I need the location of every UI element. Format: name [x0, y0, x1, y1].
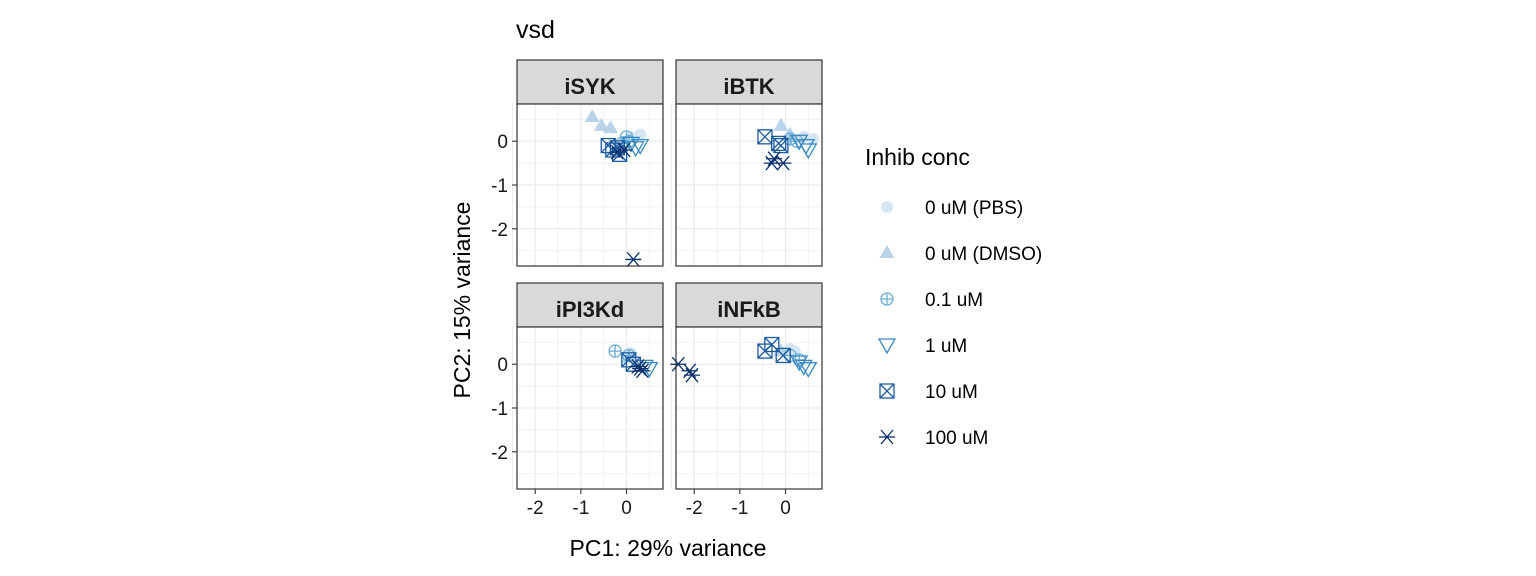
legend-item: 1 uM [877, 336, 967, 357]
legend-key [879, 383, 895, 399]
legend-label: 1 uM [925, 336, 967, 357]
data-point [603, 120, 619, 134]
points-ipi3kd [608, 344, 659, 379]
data-point [757, 343, 773, 359]
legend-title: Inhib conc [865, 144, 970, 170]
data-point [593, 117, 609, 131]
legend-label: 0 uM (PBS) [925, 198, 1023, 219]
strip-ibtk [675, 59, 823, 105]
data-point [584, 109, 600, 123]
legend-key [879, 429, 895, 445]
strip-ipi3kd [516, 282, 664, 328]
strip-label-infkb: iNFkB [717, 297, 781, 322]
chart-title: vsd [516, 16, 555, 44]
facet-panels: iSYK 0 -1 -2 iBTK iPI3Kd 0 -1 -2 -2 -1 0 iNFkB -2 -1 0 [491, 59, 823, 519]
panel-border-ibtk [675, 103, 823, 267]
legend-label: 0 uM (DMSO) [925, 244, 1042, 265]
data-point [621, 136, 641, 153]
legend-key [879, 245, 895, 258]
data-point [773, 137, 789, 154]
strip-infkb [675, 282, 823, 328]
panel-isyk: iSYK 0 -1 -2 [491, 59, 664, 267]
legend-item: 0 uM (DMSO) [879, 244, 1042, 265]
strip-label-ibtk: iBTK [723, 74, 774, 99]
data-point [616, 142, 633, 158]
legend-key [877, 338, 897, 355]
y-tick-label: 0 [497, 355, 508, 376]
data-point [640, 361, 659, 378]
legend-label: 0.1 uM [925, 290, 983, 311]
x-axis-title: PC1: 29% variance [570, 535, 767, 561]
points-ibtk [757, 117, 819, 171]
grid-infkb [671, 327, 822, 489]
strip-label-isyk: iSYK [564, 74, 615, 99]
y-tick-label: -2 [491, 220, 508, 241]
data-point [799, 361, 818, 378]
strip-label-ipi3kd: iPI3Kd [556, 297, 624, 322]
legend-item: 10 uM [879, 382, 978, 403]
data-point [799, 143, 818, 160]
data-point [608, 344, 622, 358]
legend-key [880, 292, 894, 306]
data-point [790, 134, 809, 151]
x-tick-label: -1 [731, 498, 748, 519]
data-point [626, 141, 645, 158]
data-point [775, 347, 791, 364]
data-point [683, 367, 700, 383]
panel-ipi3kd: iPI3Kd 0 -1 -2 -2 -1 0 [491, 282, 664, 519]
data-point [625, 252, 642, 267]
legend-item: 0 uM (PBS) [881, 198, 1023, 219]
data-point [794, 359, 813, 376]
legend-label: 10 uM [925, 382, 978, 403]
data-point [631, 138, 650, 155]
y-tick-label: 0 [497, 132, 508, 153]
legend-label: 100 uM [925, 428, 988, 449]
legend-item: 100 uM [879, 428, 988, 449]
x-tick-label: -2 [527, 498, 544, 519]
strip-isyk [516, 59, 664, 105]
panel-ibtk: iBTK [671, 59, 823, 267]
legend-key [881, 201, 893, 213]
x-tick-label: -2 [686, 498, 703, 519]
points-infkb [670, 336, 818, 383]
x-tick-label: -1 [572, 498, 589, 519]
points-isyk [584, 109, 650, 267]
legend-item: 0.1 uM [880, 290, 983, 311]
x-tick-label: 0 [621, 498, 632, 519]
y-tick-label: -2 [491, 443, 508, 464]
y-tick-label: -1 [491, 176, 508, 197]
y-axis-title: PC2: 15% variance [449, 202, 475, 399]
panel-border-infkb [675, 326, 823, 490]
legend: Inhib conc 0 uM (PBS) 0 uM (DMSO) 0.1 uM 1 … [865, 144, 1042, 449]
y-tick-label: -1 [491, 399, 508, 420]
panel-infkb: iNFkB -2 -1 0 [670, 282, 823, 519]
x-tick-label: 0 [780, 498, 791, 519]
grid-ipi3kd [512, 327, 663, 489]
data-point [773, 117, 789, 131]
data-point [634, 363, 651, 379]
data-point [763, 155, 780, 171]
